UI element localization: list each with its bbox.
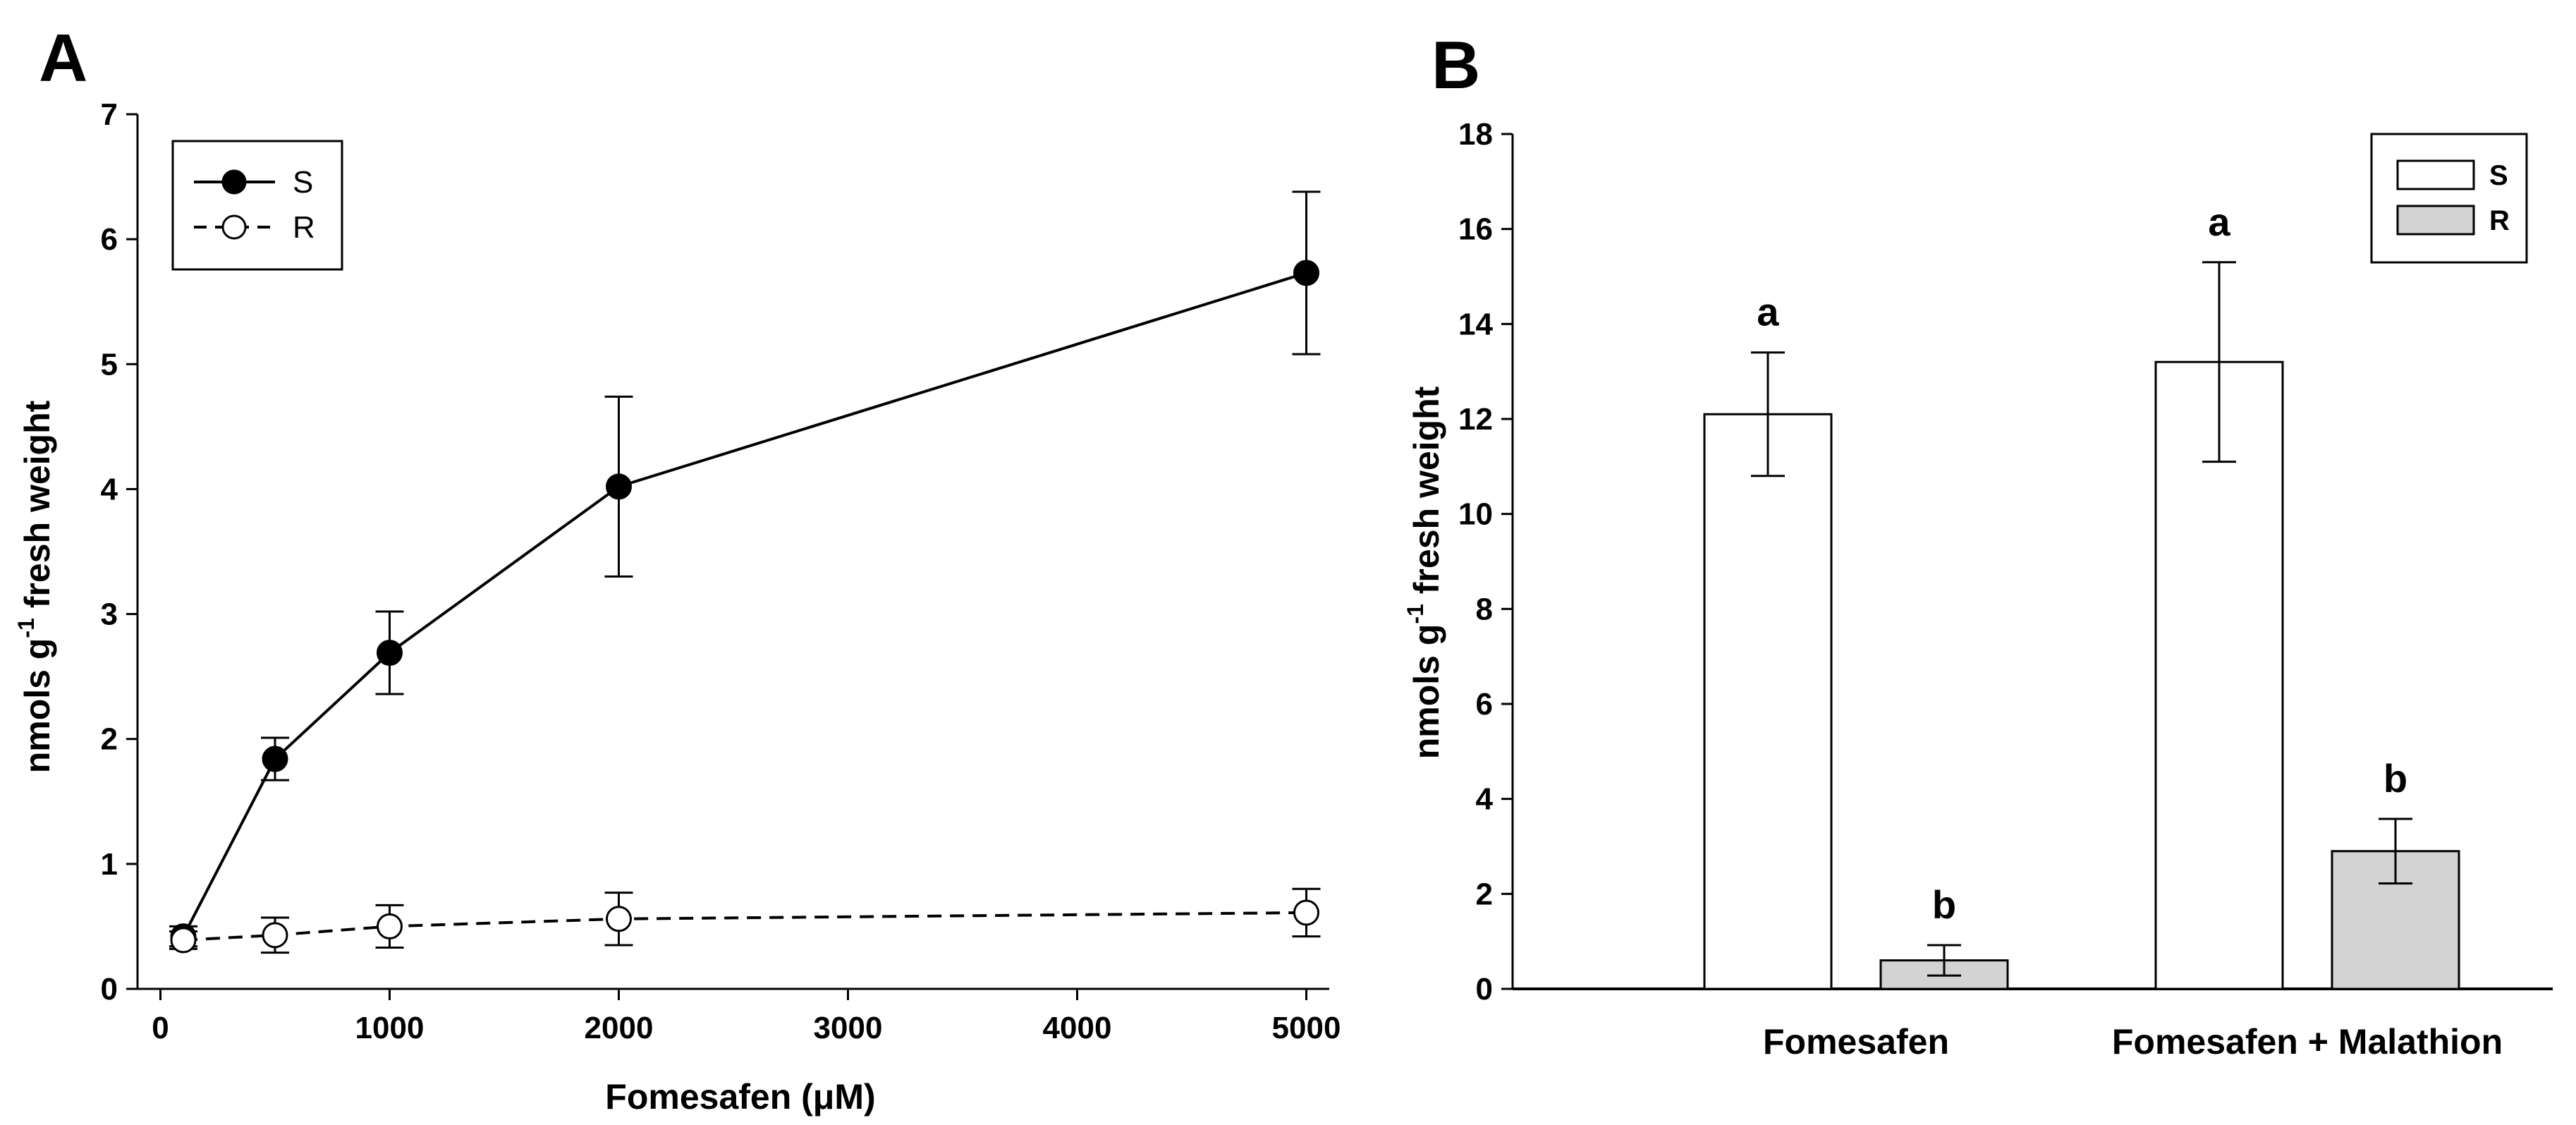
legend-s-swatch <box>2396 159 2475 190</box>
panel-b-y-tick-label: 16 <box>1458 212 1493 247</box>
bar-s <box>2154 360 2284 990</box>
bar-r-error-bar <box>2379 817 2412 885</box>
legend-r-marker <box>221 214 247 240</box>
series-r-point <box>1293 899 1319 926</box>
panel-a-x-tick-label: 0 <box>152 1011 169 1045</box>
panel-b-y-tick-label: 14 <box>1458 307 1493 341</box>
legend-s-marker <box>221 169 247 195</box>
series-s-point <box>606 473 632 500</box>
panel-b-y-tick-label: 0 <box>1476 972 1493 1007</box>
panel-a-letter: A <box>39 20 87 96</box>
panel-a-legend-box <box>171 140 343 271</box>
panel-b-category-label: Fomesafen <box>1763 1022 1949 1062</box>
panel-a-x-tick-label: 2000 <box>585 1011 654 1045</box>
panel-b-letter: B <box>1432 28 1480 103</box>
panel-b-y-tick-label: 12 <box>1458 402 1493 437</box>
panel-b-y-tick-label: 8 <box>1476 592 1493 626</box>
series-s-point <box>377 639 403 666</box>
bar-r-error-bar <box>1927 944 1961 977</box>
significance-letter: a <box>1757 290 1779 334</box>
panel-a-y-tick-label: 5 <box>101 347 118 382</box>
panel-a-legend: S R <box>171 140 343 271</box>
bar-s-error-bar <box>1751 351 1785 478</box>
panel-b-y-tick-label: 18 <box>1458 117 1493 152</box>
bar-s-error-bar <box>2202 261 2236 463</box>
panel-b-y-axis-title: nmols g-1 fresh weight <box>1403 386 1446 759</box>
series-r-point <box>377 913 403 939</box>
panel-a-y-tick-label: 0 <box>101 972 118 1007</box>
legend-r-label: R <box>293 210 315 245</box>
panel-a-x-tick-label: 3000 <box>814 1011 883 1045</box>
panel-a-line-chart: A 0 1 2 3 4 5 6 7 0 1000 2000 3000 4000 5000 nmols g-… <box>13 20 1341 1117</box>
panel-a-y-tick-label: 1 <box>101 847 118 882</box>
panel-b-legend-box <box>2370 133 2528 264</box>
panel-a-plot-area <box>169 190 1321 954</box>
panel-b-category-label: Fomesafen + Malathion <box>2112 1022 2503 1062</box>
panel-a-x-tick-label: 4000 <box>1043 1011 1112 1045</box>
panel-a-x-tick-label: 1000 <box>355 1011 425 1045</box>
legend-s-label: S <box>293 165 313 200</box>
panel-a-y-tick-label: 3 <box>101 597 118 632</box>
panel-b-y-tick-label: 10 <box>1458 497 1493 532</box>
panel-b-axes: 0 2 4 6 8 10 12 14 16 18 Fomesafen Fomesafen + Mala… <box>1458 117 2553 1062</box>
panel-a-y-tick-label: 4 <box>101 472 118 506</box>
series-s-point <box>1293 260 1319 286</box>
panel-b-y-axis-title-text: nmols g-1 fresh weight <box>1403 386 1446 759</box>
panel-a-x-axis-title: Fomesafen (μM) <box>605 1077 875 1117</box>
panel-a-axes: 0 1 2 3 4 5 6 7 0 1000 2000 3000 4000 5000 <box>101 97 1341 1045</box>
series-r-point <box>606 906 632 932</box>
panel-a-y-tick-label: 7 <box>101 97 118 132</box>
panel-b-y-tick-label: 2 <box>1476 877 1493 911</box>
panel-b-legend: S R <box>2370 133 2528 264</box>
significance-letter: b <box>1932 882 1956 927</box>
bar-s <box>1703 413 1833 990</box>
significance-letter: a <box>2208 200 2230 244</box>
series-r-point <box>170 927 197 954</box>
legend-b-r-label: R <box>2489 205 2510 236</box>
series-r-point <box>262 922 288 949</box>
panel-a-x-tick-label: 5000 <box>1272 1011 1341 1045</box>
series-s-point <box>262 746 288 772</box>
significance-letter: b <box>2383 756 2407 801</box>
legend-r-swatch <box>2396 205 2475 236</box>
panel-a-y-tick-label: 6 <box>101 222 118 257</box>
panel-b-plot-area: a b a b <box>1703 200 2460 990</box>
panel-b-bar-chart: B 0 2 4 6 8 10 12 14 16 18 Fomesafen Fomesafen + Ma… <box>1403 28 2553 1062</box>
panel-b-y-tick-label: 4 <box>1476 782 1494 817</box>
legend-b-s-label: S <box>2489 160 2508 191</box>
panel-b-y-tick-label: 6 <box>1476 687 1493 722</box>
panel-a-y-axis-title-text: nmols g-1 fresh weight <box>13 400 57 773</box>
panel-a-y-axis-title: nmols g-1 fresh weight <box>13 400 57 773</box>
panel-a-y-tick-label: 2 <box>101 722 118 757</box>
